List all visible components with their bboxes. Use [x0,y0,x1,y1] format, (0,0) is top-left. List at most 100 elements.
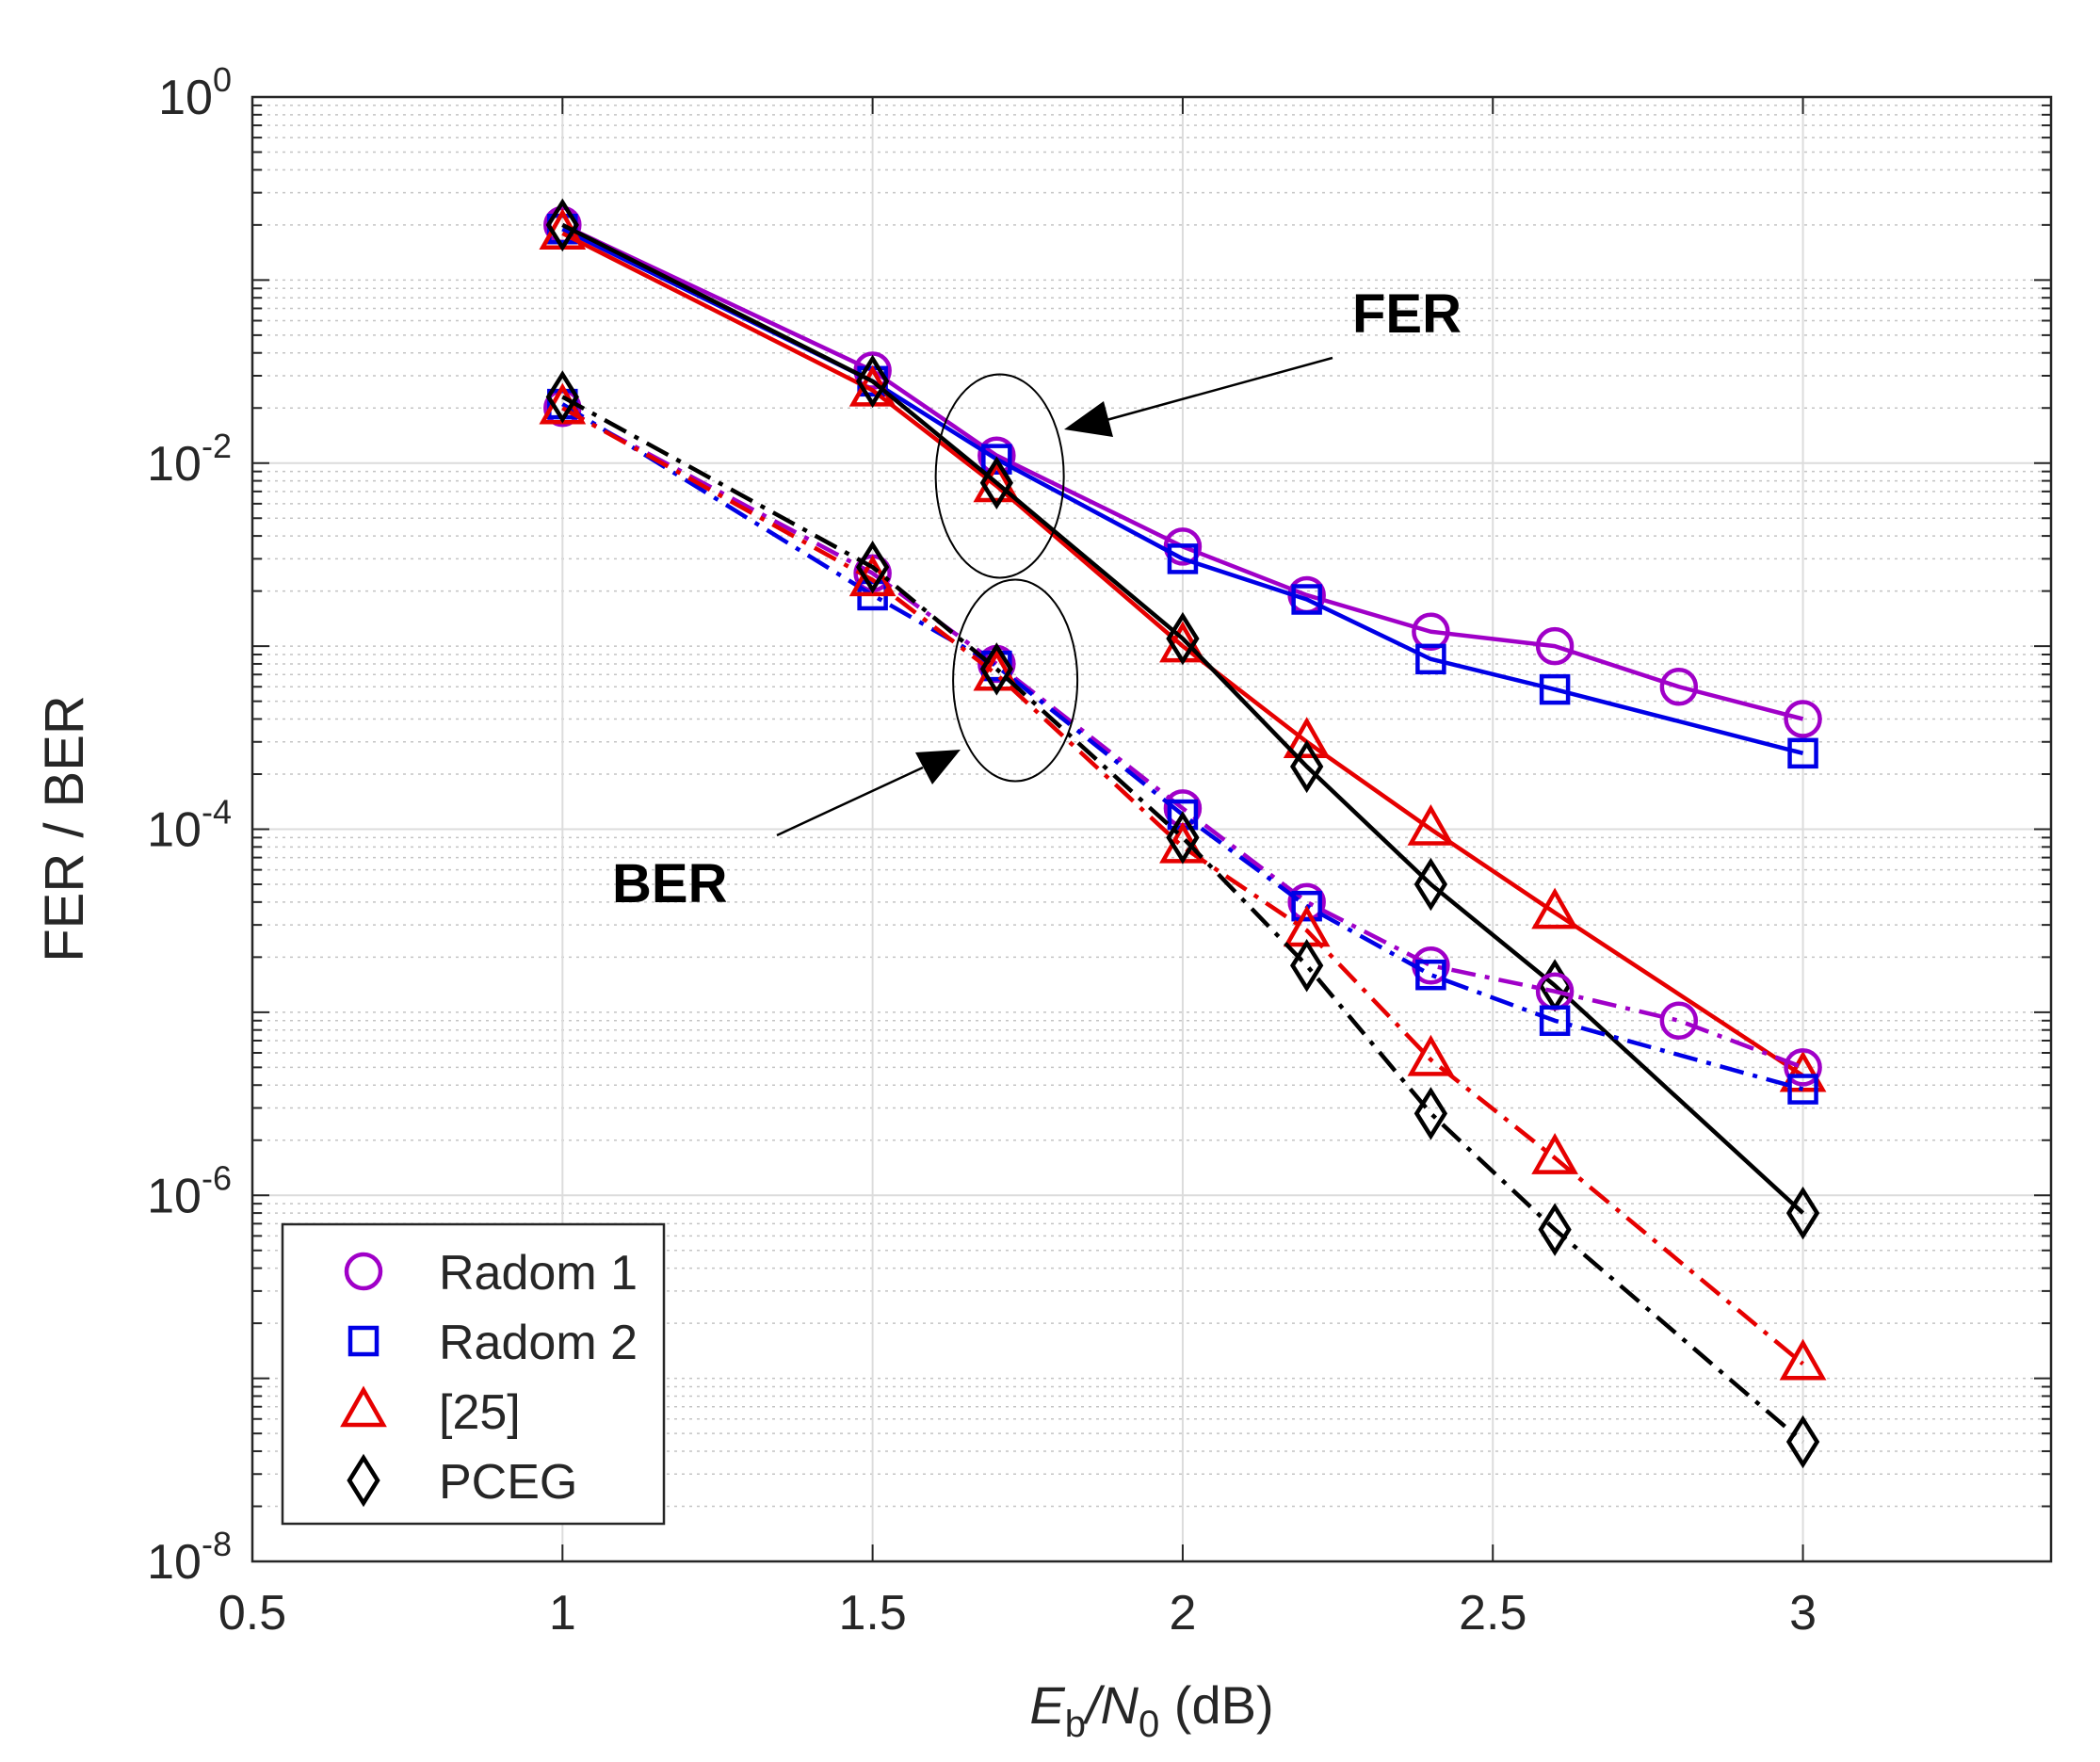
data-point [1784,700,1822,738]
series-line [561,227,1804,756]
series-line [561,222,1804,721]
data-point [1779,1050,1827,1092]
data-point [1412,612,1450,651]
data-point [1535,626,1575,666]
y-tick-exponent: -2 [202,427,232,465]
fer-arrowhead [1064,401,1113,437]
y-axis-label: FER / BER [34,695,95,962]
series-fer-pceg [545,198,1820,1240]
legend-label: Radom 2 [439,1316,638,1370]
x-axis-label-main: E [1029,1675,1065,1735]
data-point [1531,1133,1578,1174]
legend-marker [340,1385,387,1428]
data-point [1290,939,1324,993]
x-axis-label: Eb/N0 (dB) [1029,1675,1273,1745]
data-point [1407,803,1455,846]
data-point [1167,543,1199,574]
data-point [1291,584,1322,615]
x-tick-label: 2 [1169,1586,1196,1641]
series-line [561,406,1804,1070]
x-axis-label-unit: (dB) [1159,1675,1273,1735]
x-axis-label-slash: /N [1082,1675,1139,1735]
series-line [561,222,1805,1215]
y-tick-base: 10 [147,803,202,858]
y-tick-base: 10 [147,437,202,492]
data-point [981,444,1012,475]
ber-annotation-label: BER [612,853,727,914]
y-tick-label: 100 [158,60,232,125]
series-fer-radom-2 [547,213,1818,769]
ber-arrowhead [915,750,961,784]
y-tick-base: 10 [147,1535,202,1590]
data-point [1531,887,1578,929]
data-point [1539,1005,1571,1037]
series-fer-radom-1 [543,205,1822,738]
legend-label: [25] [439,1385,521,1440]
y-tick-label: 10-2 [147,427,232,492]
fer-arrow-line [1106,356,1333,422]
series-line [561,402,1804,1091]
legend: Radom 1 Radom 2 [25] PCEG [281,1222,666,1526]
ber-ellipse [952,578,1079,783]
x-axis-label-sub2: 0 [1139,1704,1159,1745]
minor-grid [252,105,2051,1508]
data-point [545,370,579,424]
legend-label: Radom 1 [439,1246,638,1301]
data-point [1290,739,1324,794]
data-point [973,461,1021,503]
legend-label: PCEG [439,1455,577,1510]
data-point [1787,1074,1818,1105]
data-point [1407,1034,1455,1076]
y-tick-base: 10 [147,1169,202,1223]
data-point [1779,1338,1827,1381]
data-point [1413,857,1448,912]
x-axis-label-sub1: b [1065,1704,1086,1745]
data-point [1166,811,1200,865]
x-tick-label: 1 [549,1586,576,1641]
data-point [1538,1203,1572,1256]
data-point [1785,1414,1820,1469]
x-tick-label: 3 [1789,1586,1817,1641]
fer-annotation-label: FER [1352,283,1462,345]
data-point [1291,890,1322,922]
legend-marker [344,1252,383,1291]
y-tick-label: 10-4 [147,793,232,858]
ber-arrow-line [776,766,924,837]
y-tick-base: 10 [158,71,213,125]
data-point [1787,737,1818,769]
annotation-layer: FER BER [612,283,1462,914]
fer-ellipse [934,373,1065,579]
series-line [561,406,1804,1366]
x-tick-label: 0.5 [218,1586,286,1641]
x-tick-labels: 0.5 1 1.5 2 2.5 3 [218,1586,1817,1641]
y-tick-exponent: 0 [213,60,232,99]
data-point [1784,1048,1822,1087]
legend-entries: Radom 1 Radom 2 [25] PCEG [340,1246,638,1510]
ticks-layer [251,97,2051,1562]
data-point [545,198,579,252]
data-point [1659,1001,1699,1041]
y-tick-exponent: -6 [202,1158,232,1197]
data-point [1283,717,1331,759]
data-point [979,642,1013,696]
data-point [1785,1186,1820,1240]
data-point [1539,673,1571,705]
data-point [855,354,890,409]
legend-marker [347,1453,380,1508]
series-ber-pceg [545,370,1820,1469]
y-tick-label: 10-8 [147,1525,232,1590]
x-tick-label: 1.5 [838,1586,906,1641]
series-line [561,395,1805,1444]
y-tick-exponent: -4 [202,793,232,832]
data-point [855,541,890,594]
data-point [1415,643,1446,675]
legend-marker [347,1325,380,1357]
series-fer-25 [539,208,1827,1092]
y-tick-label: 10-6 [147,1158,232,1223]
data-point [1415,959,1446,991]
data-point [979,456,1013,509]
data-point [1166,611,1200,666]
data-point [1659,667,1699,706]
